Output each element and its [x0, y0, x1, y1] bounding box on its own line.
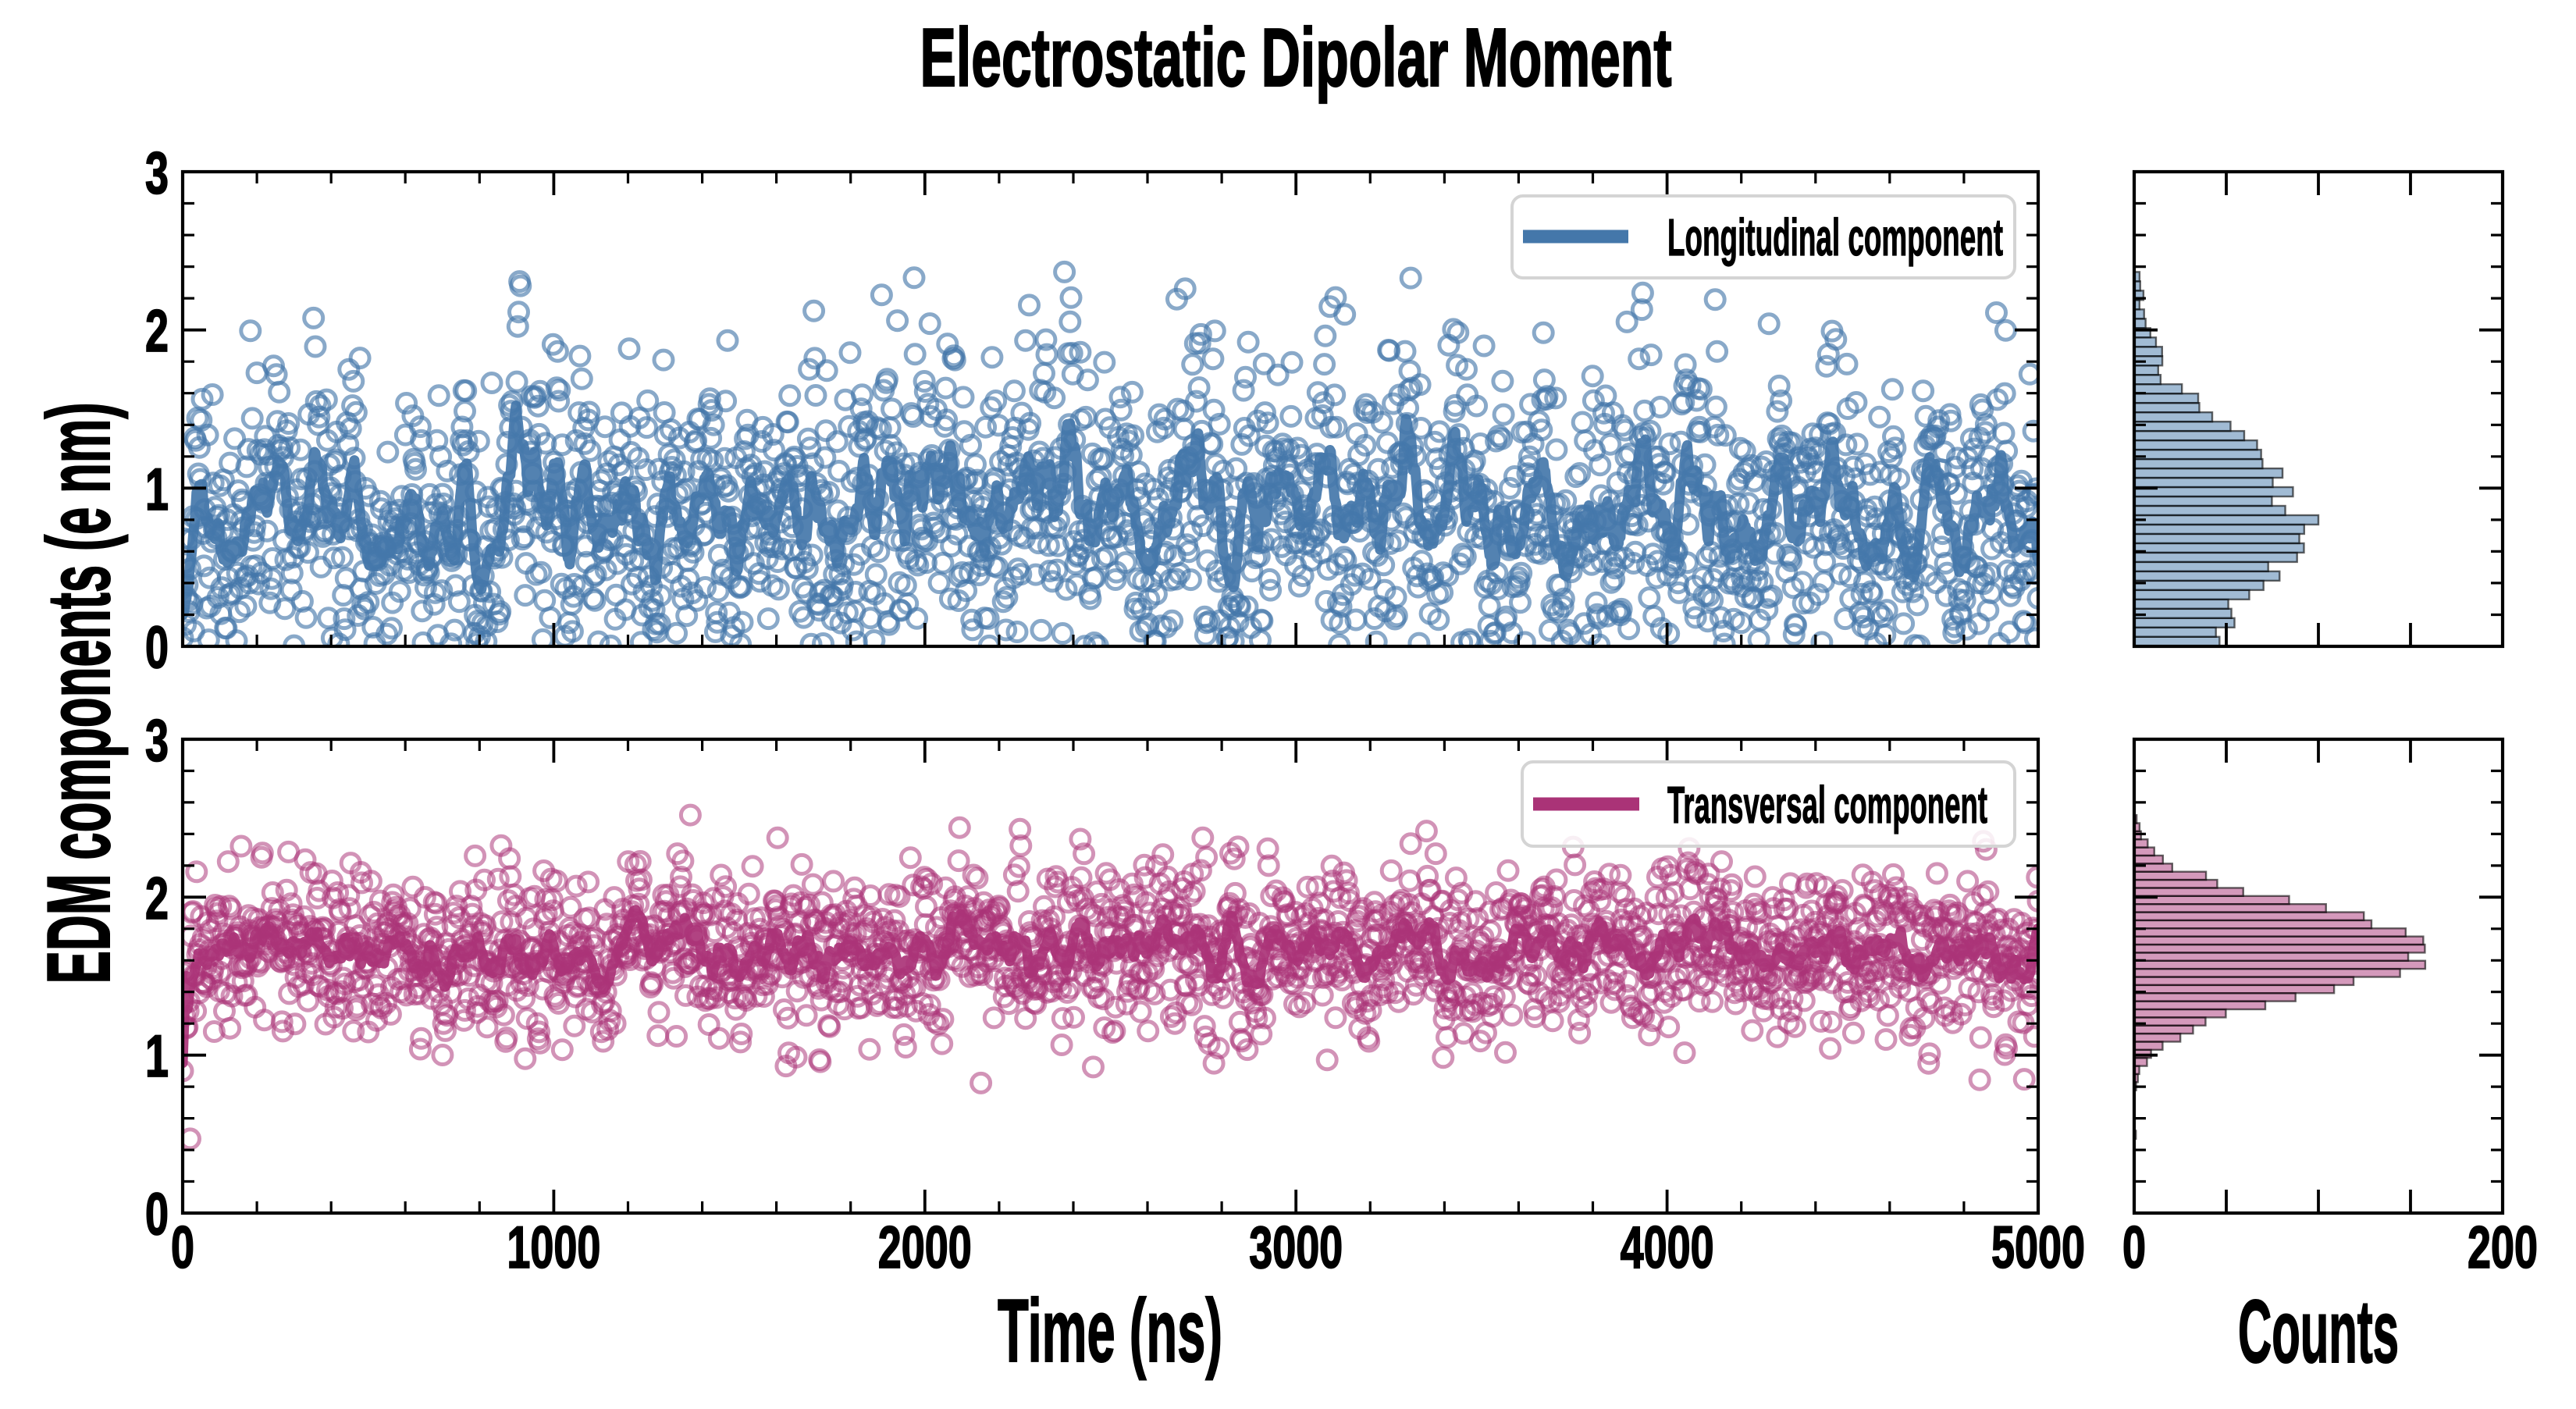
svg-text:4000: 4000	[1621, 1215, 1714, 1281]
svg-text:0: 0	[171, 1215, 194, 1281]
svg-text:2000: 2000	[878, 1215, 972, 1281]
svg-text:3000: 3000	[1249, 1215, 1343, 1281]
svg-text:2: 2	[145, 298, 169, 365]
svg-text:0: 0	[145, 615, 169, 681]
svg-text:3: 3	[145, 141, 169, 207]
svg-text:1000: 1000	[507, 1215, 600, 1281]
svg-text:Transversal component: Transversal component	[1667, 776, 1987, 834]
svg-text:EDM components (e nm): EDM components (e nm)	[30, 403, 129, 984]
svg-text:Electrostatic Dipolar Moment: Electrostatic Dipolar Moment	[920, 12, 1672, 104]
svg-text:1: 1	[145, 457, 169, 523]
svg-text:2: 2	[145, 866, 169, 932]
svg-text:1: 1	[145, 1023, 169, 1090]
svg-text:Time (ns): Time (ns)	[998, 1282, 1222, 1381]
svg-text:Longitudinal component: Longitudinal component	[1667, 208, 2003, 267]
svg-text:0: 0	[145, 1182, 169, 1248]
svg-text:3: 3	[145, 708, 169, 774]
svg-text:200: 200	[2467, 1215, 2538, 1281]
svg-text:5000: 5000	[1991, 1215, 2085, 1281]
svg-text:0: 0	[2122, 1215, 2146, 1281]
svg-text:Counts: Counts	[2238, 1283, 2399, 1382]
